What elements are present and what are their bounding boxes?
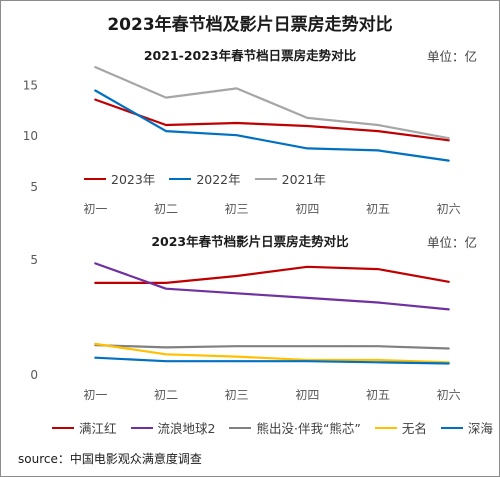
y-tick-label: 0 [30, 368, 38, 382]
chart2-legend: 满江红 流浪地球2 熊出没·伴我“熊芯” 无名 深海 [52, 418, 500, 437]
y-tick-label: 5 [30, 180, 38, 194]
x-tick-label: 初五 [366, 202, 390, 216]
x-tick-label: 初二 [154, 202, 178, 216]
chart1-unit: 单位：亿 [427, 49, 478, 64]
legend-swatch [229, 426, 252, 429]
legend-swatch [254, 177, 277, 180]
x-tick-label: 初四 [295, 202, 319, 216]
main-title: 2023年春节档及影片日票房走势对比 [107, 15, 393, 35]
x-tick-label: 初四 [295, 388, 319, 402]
x-tick-label: 初三 [225, 388, 249, 402]
legend-swatch [130, 426, 153, 429]
series-line [94, 98, 450, 142]
y-tick-label: 15 [23, 78, 38, 92]
legend-swatch [52, 426, 74, 429]
series-line [94, 344, 450, 350]
legend-label: 熊出没·伴我“熊芯” [256, 421, 361, 436]
legend-item: 2021年 [254, 169, 326, 188]
series-line [94, 262, 450, 311]
legend-label: 深海 [467, 421, 493, 436]
series-line [94, 342, 450, 364]
legend-swatch [169, 177, 192, 180]
legend-label: 2021年 [281, 172, 326, 187]
series-line [94, 89, 450, 162]
x-tick-label: 初二 [154, 388, 178, 402]
legend-item: 满江红 [52, 418, 117, 437]
x-tick-label: 初五 [366, 388, 390, 402]
x-tick-label: 初一 [83, 388, 107, 402]
chart2-title: 2023年春节档影片日票房走势对比 [151, 234, 349, 249]
x-tick-label: 初一 [83, 202, 107, 216]
y-tick-label: 5 [30, 253, 38, 267]
legend-label: 无名 [401, 421, 427, 436]
y-tick-label: 10 [23, 129, 38, 143]
legend-swatch [440, 426, 463, 429]
legend-label: 2023年 [111, 172, 156, 187]
chart1-legend: 2023年 2022年 2021年 [84, 169, 340, 188]
chart1-title: 2021-2023年春节档日票房走势对比 [143, 48, 357, 63]
chart2-unit: 单位：亿 [427, 235, 478, 250]
legend-label: 流浪地球2 [157, 421, 216, 436]
legend-label: 满江红 [79, 421, 117, 436]
source-note: source：中国电影观众满意度调查 [18, 452, 202, 466]
legend-label: 2022年 [196, 172, 241, 187]
series-line [94, 65, 450, 140]
series-line [94, 356, 450, 365]
legend-item: 2022年 [169, 169, 241, 188]
x-tick-label: 初三 [225, 202, 249, 216]
legend-item: 流浪地球2 [130, 418, 216, 437]
chart1-plot: 5 10 15 初一 初二 初三 初四 初五 初六 [23, 65, 461, 216]
x-tick-label: 初六 [437, 388, 461, 402]
series-line [94, 265, 450, 284]
legend-item: 2023年 [84, 169, 155, 188]
legend-item: 无名 [374, 418, 427, 437]
chart2-plot: 0 5 初一 初二 初三 初四 初五 初六 [30, 253, 460, 402]
x-tick-label: 初六 [437, 202, 461, 216]
legend-item: 深海 [440, 418, 493, 437]
legend-swatch [84, 177, 106, 180]
legend-item: 熊出没·伴我“熊芯” [229, 418, 361, 437]
legend-swatch [374, 426, 397, 429]
